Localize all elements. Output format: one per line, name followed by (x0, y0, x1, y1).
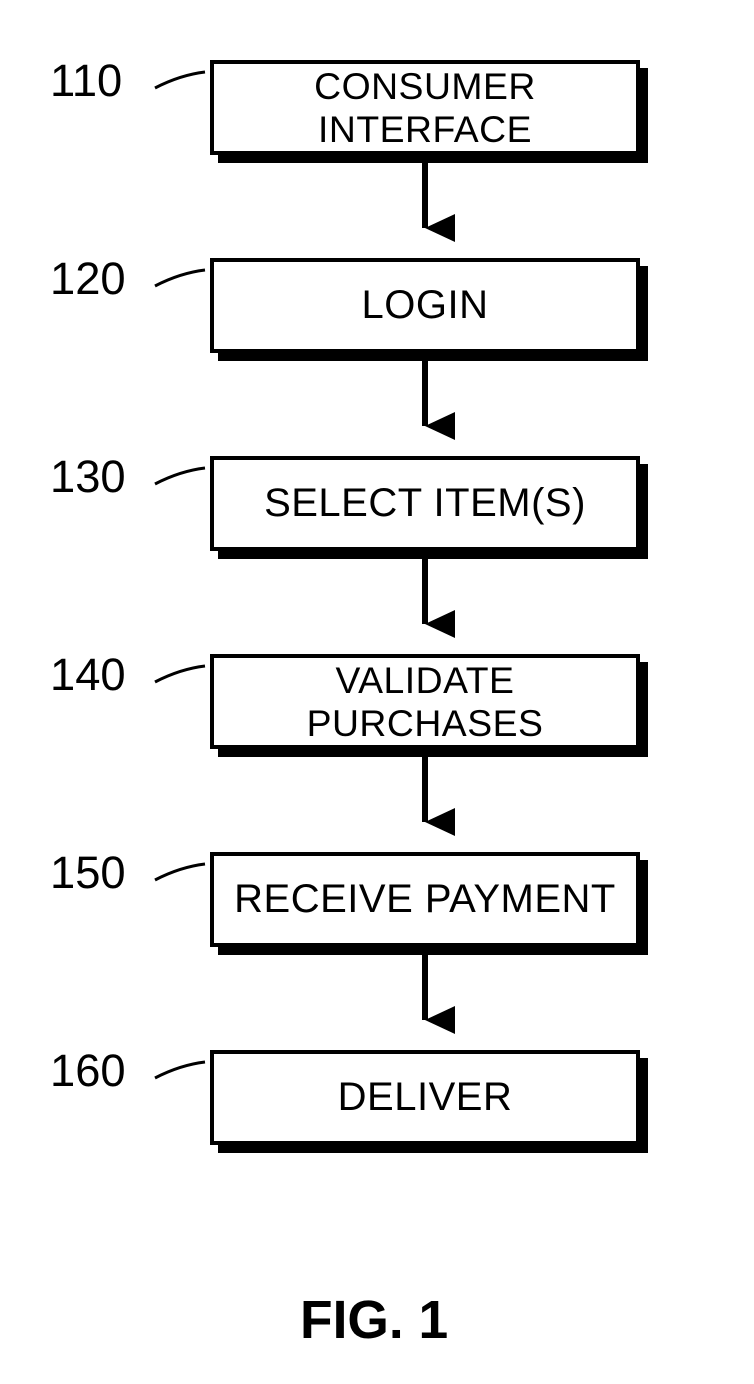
ref-label-160: 160 (50, 1045, 126, 1097)
ref-leader-120 (155, 270, 205, 286)
flow-node-n160: DELIVER (210, 1050, 640, 1145)
ref-label-140: 140 (50, 649, 126, 701)
flow-node-n140: VALIDATE PURCHASES (210, 654, 640, 749)
ref-label-130: 130 (50, 451, 126, 503)
ref-leader-130 (155, 468, 205, 484)
flowchart-canvas: FIG. 1 CONSUMER INTERFACE 110 LOGIN 120 SELE… (0, 0, 754, 1384)
flow-node-n130: SELECT ITEM(S) (210, 456, 640, 551)
ref-leader-110 (155, 72, 205, 88)
flow-node-n120: LOGIN (210, 258, 640, 353)
figure-caption: FIG. 1 (300, 1290, 448, 1351)
ref-leader-140 (155, 666, 205, 682)
flow-node-n110: CONSUMER INTERFACE (210, 60, 640, 155)
ref-leader-150 (155, 864, 205, 880)
ref-label-150: 150 (50, 847, 126, 899)
ref-label-120: 120 (50, 253, 126, 305)
ref-label-110: 110 (50, 55, 122, 107)
flow-node-n150: RECEIVE PAYMENT (210, 852, 640, 947)
ref-leader-160 (155, 1062, 205, 1078)
